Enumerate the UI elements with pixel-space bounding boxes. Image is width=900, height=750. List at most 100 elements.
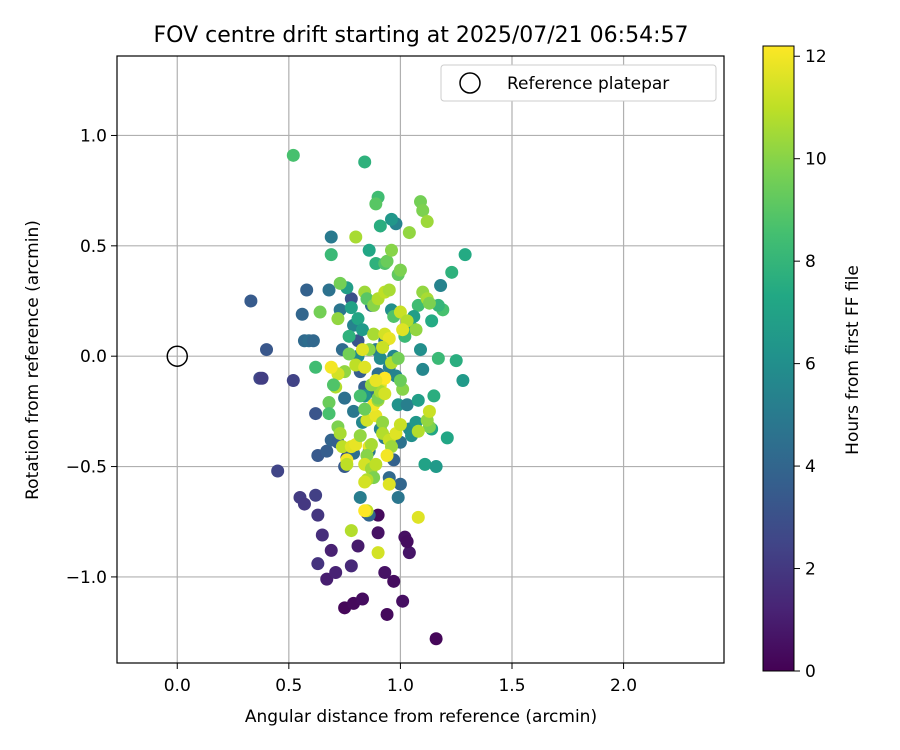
data-point [380,607,394,621]
data-point [402,226,416,240]
colorbar-ticks: 0 2 4 6 8 10 12 [794,47,827,682]
data-point [429,632,443,646]
data-point [353,429,367,443]
colorbar-tick-label: 6 [805,355,816,375]
data-point [400,535,414,549]
data-point [400,398,414,412]
data-point [351,312,365,326]
legend-box [440,64,717,102]
grid-lines [117,56,724,663]
data-point [342,347,356,361]
data-point [300,283,314,297]
data-point [411,510,425,524]
data-point [324,360,338,374]
data-point [320,444,334,458]
legend-marker [459,72,481,94]
data-point [420,215,434,229]
x-tick-label: 2.0 [610,676,637,696]
data-point [373,219,387,233]
data-point [347,404,361,418]
data-point [311,508,325,522]
data-point [416,204,430,218]
data-point [286,148,300,162]
data-point [260,343,274,357]
y-axis-ticks: −1.0 −0.5 0.0 0.5 1.0 [66,126,117,588]
data-point [411,393,425,407]
data-point [393,373,407,387]
data-point [333,426,347,440]
data-point [380,254,394,268]
y-tick-label: 1.0 [80,126,107,146]
data-point [369,197,383,211]
data-point [396,594,410,608]
data-point [445,265,459,279]
data-point [409,323,423,337]
data-point [355,343,369,357]
data-point [335,440,349,454]
data-point [286,373,300,387]
colorbar-tick-label: 0 [805,662,816,682]
data-point [393,263,407,277]
data-point [358,402,372,416]
data-point [449,354,463,368]
plot-frame [116,55,725,664]
data-point [349,230,363,244]
data-point [458,248,472,262]
data-point [255,371,269,385]
x-tick-label: 0.5 [275,676,302,696]
data-point [369,256,383,270]
colorbar-tick-label: 8 [805,252,816,272]
data-point [358,504,372,518]
data-point [387,574,401,588]
data-point [309,360,323,374]
data-point [367,327,381,341]
colorbar-tick-label: 4 [805,457,816,477]
x-tick-label: 1.0 [387,676,414,696]
data-point [362,243,376,257]
data-point [391,398,405,412]
data-point [378,387,392,401]
data-point [416,362,430,376]
data-point [353,389,367,403]
data-point [411,298,425,312]
data-point [393,418,407,432]
data-point [411,424,425,438]
data-point [376,415,390,429]
data-point [355,592,369,606]
data-point [380,449,394,463]
y-tick-label: 0.0 [80,347,107,367]
data-point [244,294,258,308]
data-point [378,566,392,580]
y-tick-label: −0.5 [66,458,107,478]
data-point [355,323,369,337]
x-tick-label: 0.0 [164,676,191,696]
data-points [244,148,472,646]
data-point [351,539,365,553]
data-point [427,389,441,403]
colorbar-label: Hours from first FF file [843,265,863,455]
data-point [382,477,396,491]
data-point [333,276,347,290]
data-point [422,296,436,310]
data-point [393,477,407,491]
data-point [418,457,432,471]
data-point [456,373,470,387]
data-point [322,396,336,410]
data-point [402,546,416,560]
data-point [434,279,448,293]
data-point [440,431,454,445]
data-point [324,248,338,262]
data-point [391,490,405,504]
data-point [322,283,336,297]
data-point [425,314,439,328]
x-axis-ticks: 0.0 0.5 1.0 1.5 2.0 [164,663,637,696]
data-point [295,307,309,321]
data-point [384,212,398,226]
data-point [364,437,378,451]
data-point [371,526,385,540]
data-point [306,334,320,348]
colorbar-tick-label: 12 [805,47,827,67]
data-point [324,543,338,557]
data-point [369,457,383,471]
colorbar-tick-label: 10 [805,150,827,170]
